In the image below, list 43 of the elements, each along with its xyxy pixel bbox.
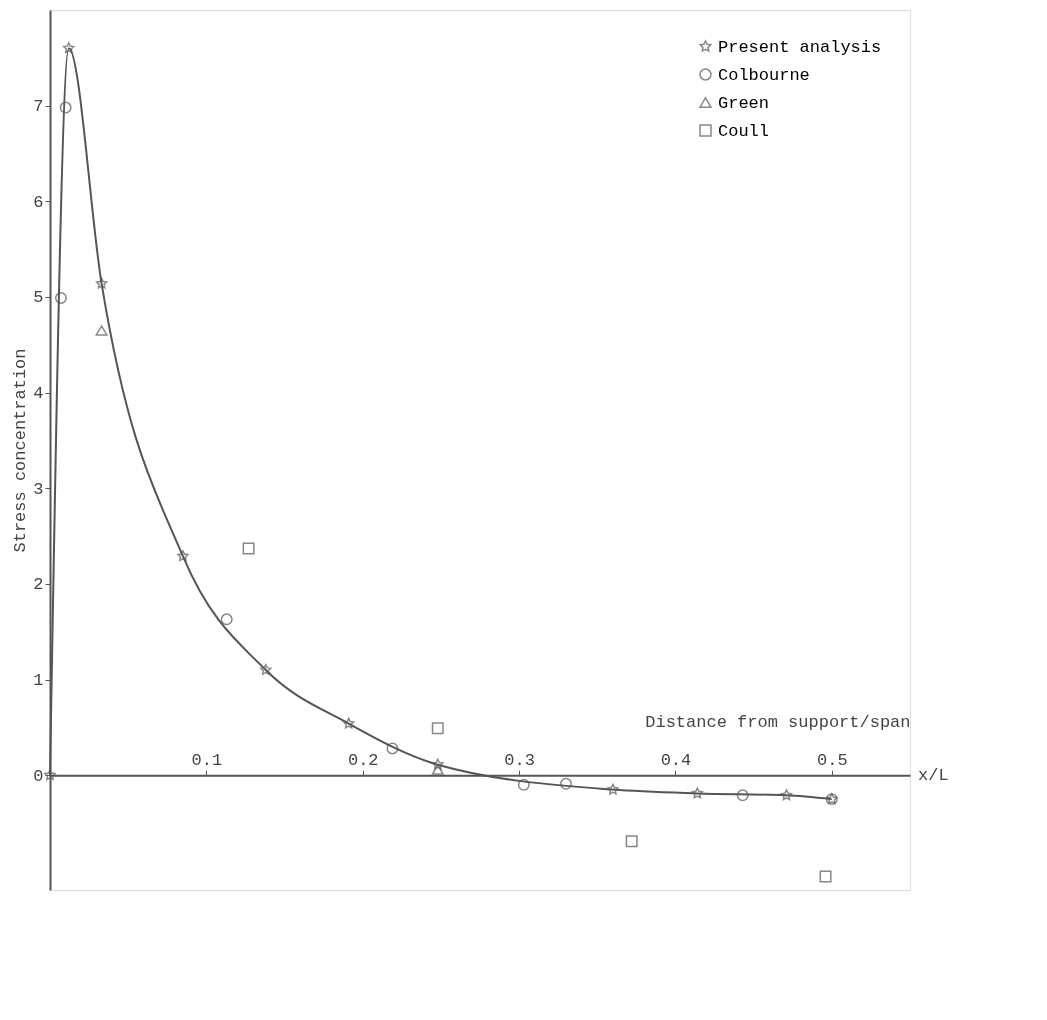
legend-label: Green: [718, 93, 770, 113]
y-axis-title: Stress concentration: [11, 348, 31, 553]
point: [342, 717, 355, 729]
point: [386, 742, 399, 755]
y-tick-label: 5: [33, 288, 44, 308]
x-tick-label: 0.5: [817, 750, 848, 770]
y-tick-label: 4: [33, 384, 44, 404]
point: [242, 542, 255, 555]
x-axis-title: Distance from support/span: [645, 712, 911, 732]
point: [560, 777, 572, 790]
point: [607, 783, 619, 795]
point: [54, 291, 67, 304]
point: [260, 664, 272, 675]
y-tick-label: 1: [33, 671, 44, 691]
legend-label: Present analysis: [718, 37, 882, 57]
point: [95, 277, 108, 289]
legend-label: Coull: [718, 121, 770, 141]
point: [59, 101, 72, 114]
y-tick-label: 3: [33, 479, 44, 499]
x-tick-label: 0.2: [347, 750, 379, 770]
x-tick-label: 0.3: [504, 750, 535, 770]
point: [736, 789, 749, 802]
y-tick-label: 2: [33, 575, 44, 595]
x-tick-label: 0.4: [660, 750, 692, 770]
y-tick-label: 0: [33, 766, 44, 786]
point: [95, 325, 108, 336]
point: [780, 789, 793, 801]
y-tick-label: 7: [33, 97, 44, 117]
text: x/L: [918, 766, 949, 786]
y-tick-label: 6: [33, 192, 44, 212]
point: [431, 764, 444, 775]
point: [432, 758, 444, 770]
legend-label: Colbourne: [718, 65, 810, 85]
point: [625, 835, 638, 848]
point: [177, 550, 189, 562]
x-tick-label: 0.1: [191, 750, 223, 770]
point: [431, 722, 444, 735]
point: [220, 613, 233, 626]
point: [691, 787, 704, 799]
point: [819, 870, 832, 883]
point: [63, 42, 75, 54]
point: [44, 769, 56, 781]
point: [517, 778, 530, 791]
